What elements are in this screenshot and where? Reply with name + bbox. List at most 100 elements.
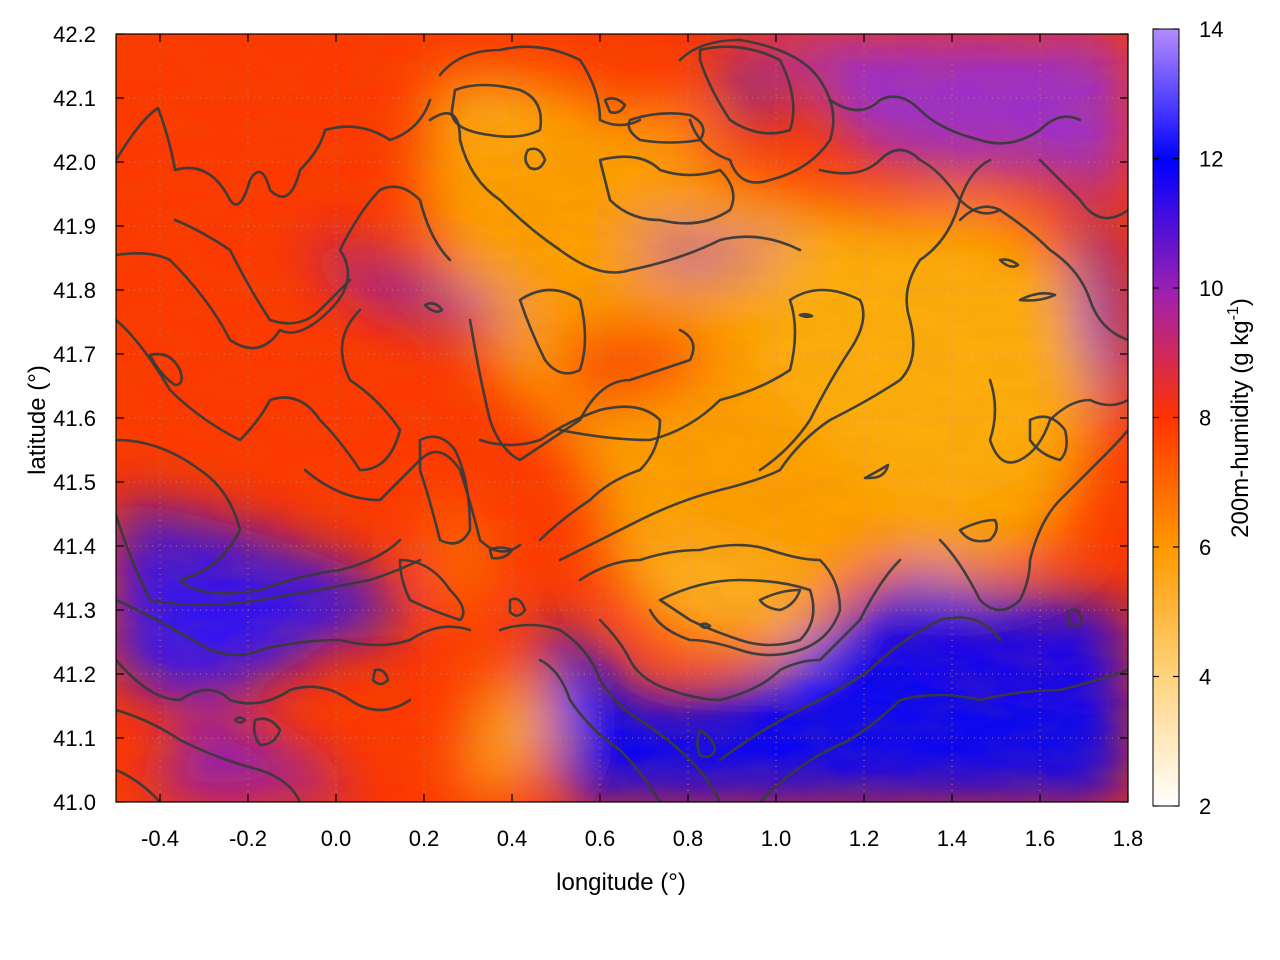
x-tick-label: 1.4 [937,826,968,851]
contour-line [428,112,802,274]
contour-line [598,558,902,702]
contour-line [818,148,1002,215]
x-tick-label: -0.4 [141,826,179,851]
contour-line [173,218,352,325]
contour-line [1038,158,1128,220]
x-tick-label: 1.8 [1113,826,1144,851]
colorbar-label: 200m-humidity (g kg-1) [1225,298,1254,538]
y-tick-label: 41.6 [53,406,96,431]
colorbar-tick-label: 8 [1199,406,1211,431]
contour-line [603,97,627,114]
y-tick-label: 41.3 [53,598,96,623]
contour-line [498,623,722,802]
contour-line [558,158,992,562]
y-tick-label: 41.4 [53,534,96,559]
colorbar-tick-label: 12 [1199,147,1223,172]
colorbar-tick-label: 2 [1199,794,1211,819]
contour-line [148,352,183,387]
contour-line [958,518,998,543]
contour-line [518,288,587,375]
contour-line [798,312,814,319]
x-tick-label: 1.2 [849,826,880,851]
contour-line [828,95,1082,145]
colorbar-tick-label: 4 [1199,665,1211,690]
colorbar-tick-label: 14 [1199,17,1223,42]
colorbar: 2 4 6 8 10 12 14 200m-humidity (g kg-1) [1152,17,1254,819]
contour-line [1066,608,1084,628]
contour-line [524,147,547,171]
y-tick-label: 42.0 [53,150,96,175]
x-tick-label: 0.0 [321,826,352,851]
contour-line [958,205,1128,342]
contour-line [698,622,712,630]
x-tick-label: 0.2 [409,826,440,851]
contour-line [468,318,695,462]
contour-line [478,405,662,542]
y-axis: 41.0 41.1 41.2 41.3 41.4 41.5 41.6 41.7 41.8 41.9… [53,22,1128,815]
contour-line [658,578,815,647]
contour-line [252,717,282,747]
contour-line [1028,415,1068,462]
contour-line [698,45,795,135]
y-tick-label: 42.2 [53,22,96,47]
contour-line [758,668,1128,802]
contour-line [116,438,402,595]
contour-line [116,768,162,802]
contour-line [233,716,247,724]
contour-line [758,588,802,612]
y-tick-label: 41.0 [53,790,96,815]
y-tick-label: 42.1 [53,86,96,111]
x-tick-label: 0.8 [673,826,704,851]
contour-line [116,598,472,657]
x-tick-label: 1.0 [761,826,792,851]
colorbar-tick-label: 6 [1199,535,1211,560]
contour-line [116,308,402,472]
colorbar-label-suffix: ) [1227,298,1254,306]
contour-line [116,513,422,607]
x-tick-label: -0.2 [229,826,267,851]
contour-line [438,45,642,127]
colorbar-ticks: 2 4 6 8 10 12 14 [1153,17,1223,819]
contour-line [488,546,514,560]
y-tick-label: 41.9 [53,214,96,239]
y-tick-label: 41.8 [53,278,96,303]
contour-line [508,597,527,617]
contour-line [116,708,302,802]
contour-line [678,38,835,184]
colorbar-tick-label: 10 [1199,276,1223,301]
humidity-contours [116,38,1128,802]
x-tick-label: 0.6 [585,826,616,851]
plot-grid [116,34,1128,802]
contour-line [423,302,444,313]
y-tick-label: 41.1 [53,726,96,751]
x-tick-label: 1.6 [1025,826,1056,851]
contour-line [938,428,1128,612]
y-tick-label: 41.5 [53,470,96,495]
contour-line [598,155,735,225]
x-axis-title: longitude (°) [556,869,686,896]
contour-line [696,728,717,758]
contour-line [116,98,432,206]
humidity-field [116,34,1128,802]
contour-line [538,658,662,802]
contour-line [116,185,452,350]
contour-line [998,258,1020,268]
contour-line [578,543,842,657]
contour-line [988,378,1128,464]
colorbar-label-main: 200m-humidity (g kg [1227,320,1254,537]
y-axis-title: latitude (°) [24,365,51,475]
y-tick-label: 41.7 [53,342,96,367]
contour-line [558,288,865,472]
contour-line [450,83,543,138]
y-tick-label: 41.2 [53,662,96,687]
x-axis: -0.4 -0.2 0.0 0.2 0.4 0.6 0.8 1.0 1.2 1.4 1.6 1.8 [141,34,1143,851]
contour-line [303,450,522,553]
contour-line [863,463,890,480]
contour-line [1018,292,1057,302]
contour-line [418,435,472,545]
contour-line [371,668,390,686]
contour-line [398,558,465,622]
x-tick-label: 0.4 [497,826,528,851]
contour-line [116,658,412,712]
